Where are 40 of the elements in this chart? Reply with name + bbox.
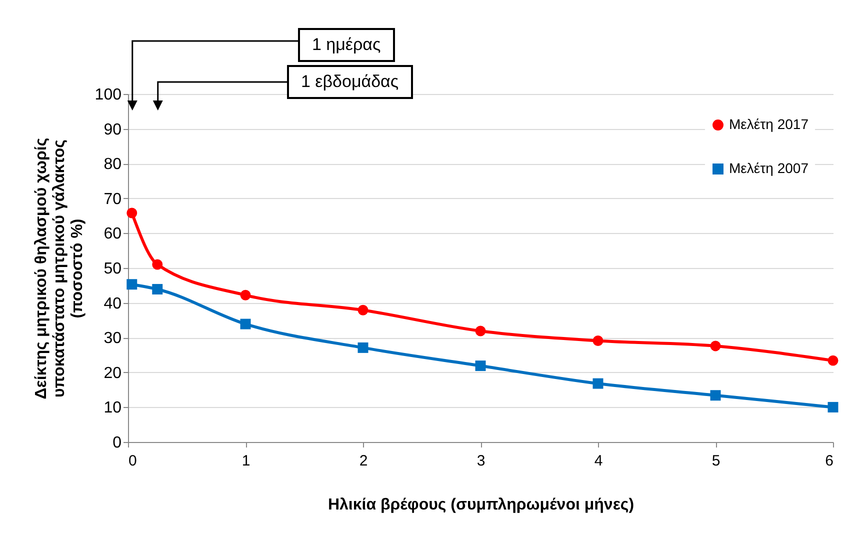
y-tick-label: 70 [104, 190, 122, 208]
point [126, 208, 138, 218]
x-tick-label: 4 [594, 452, 603, 470]
x-tick-label: 6 [825, 452, 834, 470]
point [828, 402, 838, 412]
point [475, 360, 486, 372]
x-tick-label: 1 [242, 452, 250, 470]
point [126, 279, 138, 290]
legend-label: Μελέτη 2007 [729, 160, 809, 176]
y-tick-label: 60 [104, 226, 122, 243]
y-tick-label: 30 [104, 330, 122, 348]
x-tick-label: 5 [712, 452, 720, 470]
point [240, 318, 251, 330]
x-tick-label: 2 [359, 452, 368, 470]
y-axis-title: Δείκτης μητρικού θηλασμού χωρίς υποκατάστατο μητρικού γάλακτος (ποσοστό %) [32, 138, 86, 400]
point [710, 340, 721, 352]
y-tick-label: 80 [104, 156, 122, 174]
point [152, 259, 163, 270]
point [592, 336, 604, 346]
y-tick-label: 20 [104, 364, 122, 382]
text: 1 εβδομάδας [287, 65, 413, 99]
point [240, 290, 251, 300]
point [828, 355, 838, 366]
x-axis-title: Ηλικία βρέφους (συμπληρωμένοι μήνες) [328, 496, 634, 514]
legend-label: Μελέτη 2017 [729, 116, 809, 132]
y-tick-label: 100 [94, 86, 122, 104]
point [358, 342, 368, 353]
y-tick-label: 10 [104, 400, 122, 417]
y-tick-label: 0 [112, 434, 122, 452]
x-tick-label: 0 [128, 452, 137, 470]
point [592, 378, 604, 389]
text: 1 ημέρας [298, 28, 395, 62]
point [152, 284, 163, 294]
point [475, 326, 486, 336]
point [358, 304, 368, 316]
y-tick-label: 90 [104, 121, 122, 138]
point [710, 390, 721, 401]
x-tick-label: 3 [476, 452, 486, 470]
y-tick-label: 50 [104, 260, 122, 278]
y-tick-label: 40 [104, 295, 122, 312]
